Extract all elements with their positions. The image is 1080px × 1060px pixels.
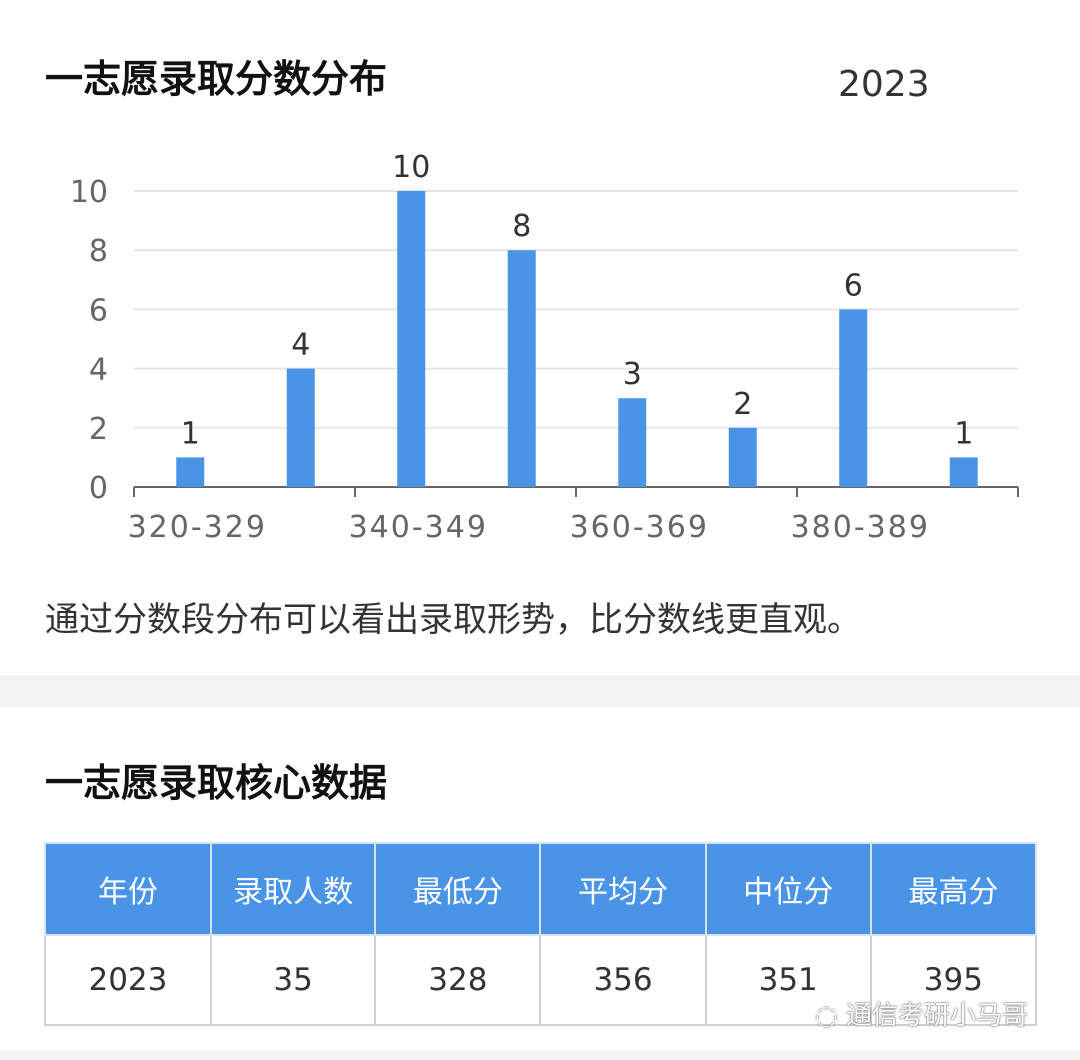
section-divider [0, 675, 1080, 707]
watermark: ◌ 通信考研小马哥 [815, 995, 1028, 1032]
y-tick-label: 8 [89, 234, 108, 269]
chart-caption: 通过分数段分布可以看出录取形势，比分数线更直观。 [45, 600, 861, 640]
core-data-table: 年份 录取人数 最低分 平均分 中位分 最高分 2023 35 328 356 … [44, 842, 1038, 1026]
year-label: 2023 [838, 64, 930, 105]
data-label: 8 [512, 209, 531, 244]
y-tick-label: 0 [89, 471, 108, 506]
bottom-divider [0, 1050, 1080, 1060]
bar [618, 398, 647, 487]
y-tick-label: 4 [89, 353, 108, 388]
x-tick-label: 360-369 [570, 510, 709, 545]
data-label: 4 [291, 328, 310, 363]
header-max: 最高分 [869, 842, 1038, 936]
data-label: 1 [181, 416, 200, 451]
watermark-text: 通信考研小马哥 [845, 1001, 1028, 1031]
wechat-icon: ◌ [815, 1001, 846, 1031]
bar [176, 457, 205, 487]
y-tick-label: 10 [70, 175, 108, 210]
cell-min: 328 [374, 934, 542, 1026]
core-data-title: 一志愿录取核心数据 [45, 761, 388, 805]
cell-max: 395 [869, 934, 1038, 1026]
cell-median: 351 [704, 934, 872, 1026]
bar [728, 427, 757, 487]
bar [397, 191, 426, 487]
table-header-row: 年份 录取人数 最低分 平均分 中位分 最高分 [44, 842, 1038, 936]
bar [286, 368, 315, 487]
x-tick-label: 320-329 [128, 510, 267, 545]
distribution-title: 一志愿录取分数分布 [45, 57, 388, 101]
score-distribution-chart: 0 2 4 6 8 10 320-329 340-349 360-369 380-389 1 4 10 8… [70, 150, 1019, 545]
y-tick-label: 2 [89, 412, 108, 447]
data-label: 2 [733, 387, 752, 422]
x-tick-label: 340-349 [349, 510, 488, 545]
data-label: 10 [392, 150, 430, 185]
header-median: 中位分 [704, 842, 872, 936]
data-label: 1 [954, 416, 973, 451]
data-label: 3 [623, 357, 642, 392]
header-avg: 平均分 [539, 842, 707, 936]
bar [949, 457, 978, 487]
bar [839, 309, 868, 487]
cell-avg: 356 [539, 934, 707, 1026]
cell-admitted: 35 [209, 934, 377, 1026]
y-tick-label: 6 [89, 293, 108, 328]
cell-year: 2023 [44, 934, 212, 1026]
table-row: 2023 35 328 356 351 395 [44, 934, 1038, 1026]
header-admitted: 录取人数 [209, 842, 377, 936]
data-label: 6 [844, 268, 863, 303]
x-tick-label: 380-389 [791, 510, 930, 545]
header-min: 最低分 [374, 842, 542, 936]
bar [507, 250, 536, 487]
header-year: 年份 [44, 842, 212, 936]
